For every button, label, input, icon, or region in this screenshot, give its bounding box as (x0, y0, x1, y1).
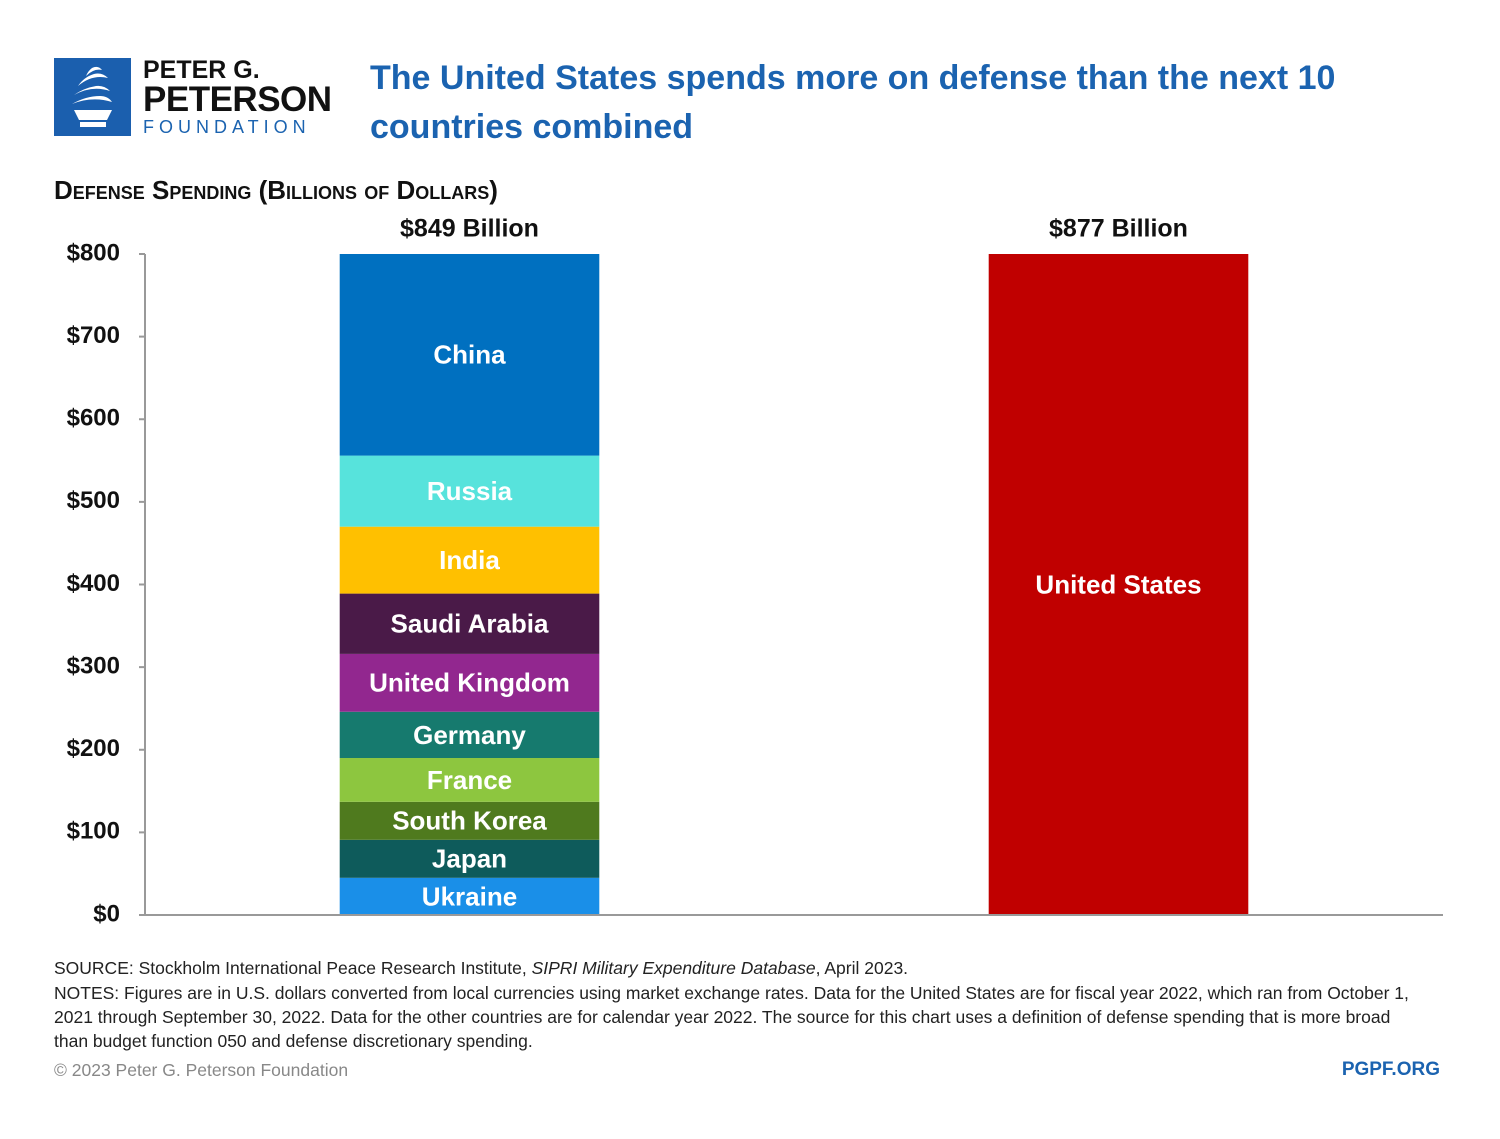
logo-text: PETERSON (143, 80, 332, 119)
bar-segment (339, 254, 600, 456)
segment-label: Ukraine (422, 881, 517, 911)
logo-text: FOUNDATION (143, 117, 311, 137)
bar-segment (339, 711, 600, 759)
bar-segment (339, 593, 600, 654)
segment-label: India (439, 545, 500, 575)
bar-segment (339, 758, 600, 802)
total-label: $877 Billion (1049, 215, 1188, 243)
chart-title: The United States spends more on defense… (370, 59, 1336, 146)
y-tick-label: $200 (67, 735, 120, 762)
bar-segment (339, 801, 600, 840)
segment-label: France (427, 765, 512, 795)
bar-segment (339, 653, 600, 712)
y-tick-label: $100 (67, 818, 120, 845)
segment-labels: Ukraine Japan South Korea France Germany Unit… (369, 340, 1201, 912)
source-text: SIPRI Military Expenditure Database (531, 958, 816, 978)
segment-label: Japan (432, 844, 507, 874)
segment-label: United States (1035, 569, 1201, 599)
y-tick-label: $400 (67, 570, 120, 597)
y-tick-label: $500 (67, 487, 120, 514)
y-tick-label: $700 (67, 322, 120, 349)
copyright: © 2023 Peter G. Peterson Foundation (54, 1060, 349, 1080)
segment-label: United Kingdom (369, 668, 570, 698)
segment-label: Russia (427, 476, 513, 506)
segment-label: Saudi Arabia (391, 609, 550, 639)
source-text: SOURCE: Stockholm International Peace Re… (54, 958, 532, 978)
logo-mark (54, 58, 131, 136)
y-tick-label: $0 (93, 900, 120, 927)
segment-label: China (433, 340, 506, 370)
notes: NOTES: Figures are in U.S. dollars conve… (54, 983, 1409, 1051)
y-tick-label: $300 (67, 652, 120, 679)
source-text: , April 2023. (815, 958, 909, 978)
bar-segment (339, 455, 600, 527)
source-note: SOURCE: Stockholm International Peace Re… (54, 956, 908, 980)
plot-area (339, 254, 1249, 915)
total-label: $849 Billion (400, 215, 539, 243)
segment-label: Germany (413, 720, 526, 750)
bar-segment (339, 839, 600, 878)
bar-segment (339, 877, 600, 915)
y-tick-label: $600 (67, 405, 120, 432)
bar-segment (988, 254, 1249, 915)
site-link: PGPF.ORG (1341, 1059, 1440, 1080)
y-axis-label: Defense Spending (Billions of Dollars) (54, 175, 498, 205)
y-tick-label: $800 (67, 239, 120, 266)
bar-segment (339, 526, 600, 594)
logo-text: PETER G. (143, 56, 260, 84)
segment-label: South Korea (392, 806, 547, 836)
